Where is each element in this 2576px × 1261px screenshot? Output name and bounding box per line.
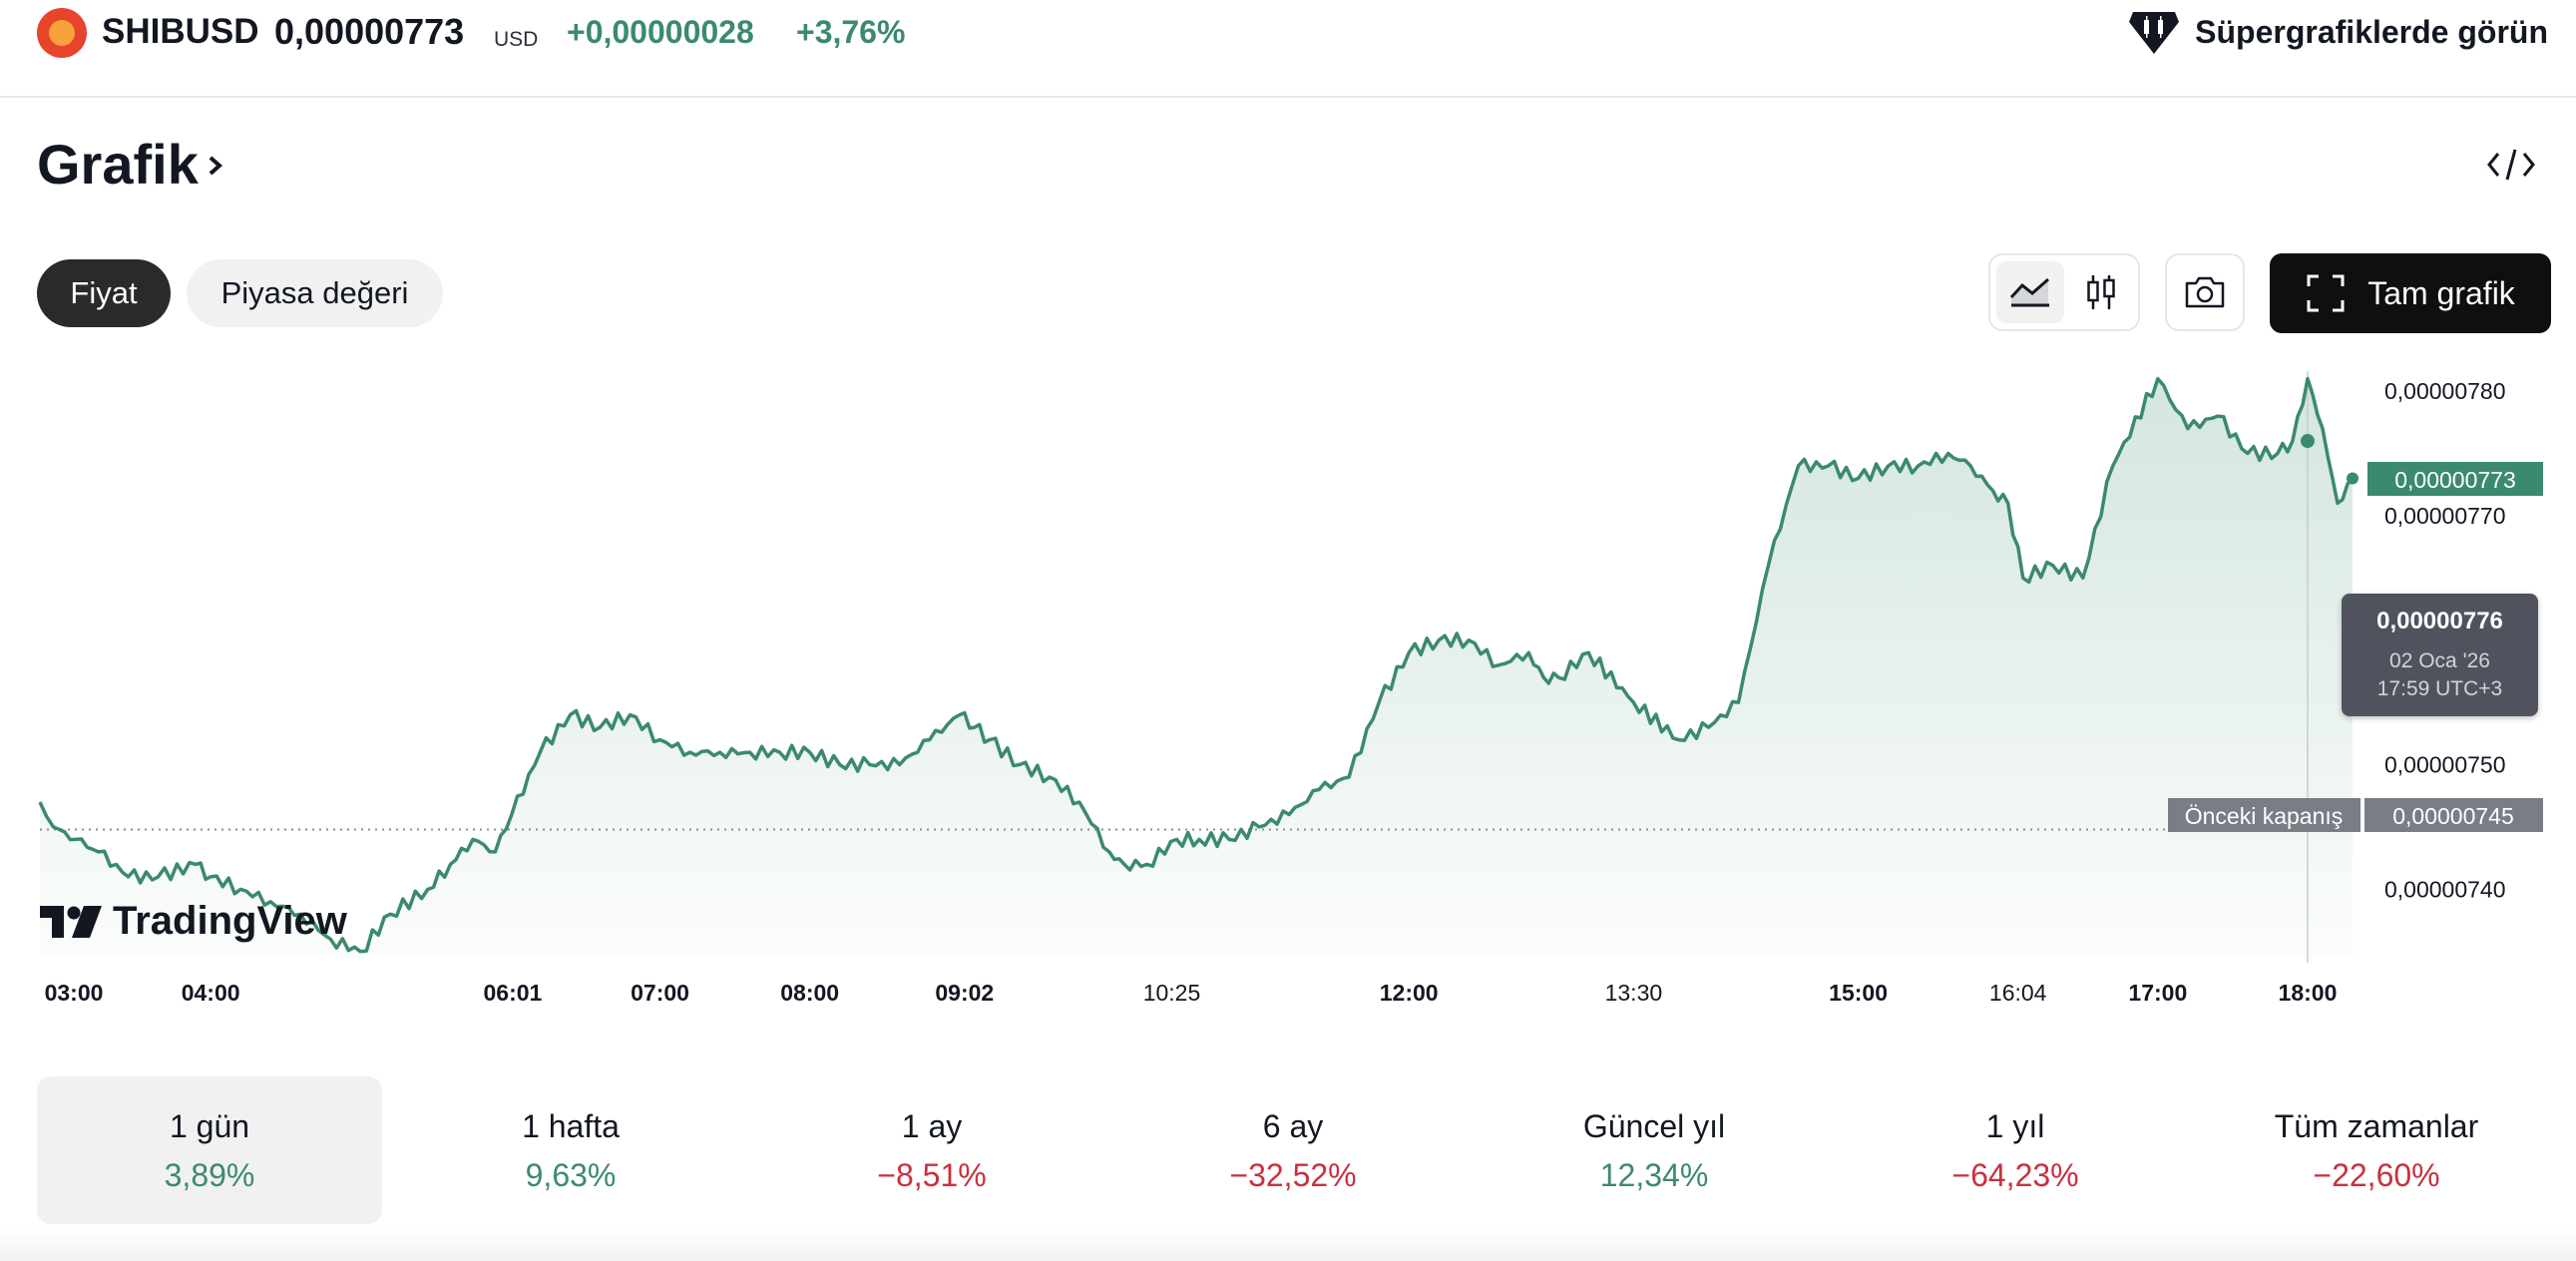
price-area-fill bbox=[40, 378, 2353, 959]
camera-icon bbox=[2185, 276, 2225, 308]
x-axis: 03:00 04:00 06:01 07:00 08:00 09:02 10:25 12:00… bbox=[45, 980, 2338, 1006]
supercharts-link[interactable]: Süpergrafiklerde görün bbox=[2127, 6, 2548, 58]
x-tick-label: 12:00 bbox=[1380, 980, 1439, 1006]
period-label: 1 yıl bbox=[1985, 1108, 2045, 1144]
area-chart-button[interactable] bbox=[1996, 261, 2064, 323]
period-change: −22,60% bbox=[2313, 1157, 2440, 1193]
header-divider bbox=[0, 96, 2576, 98]
snapshot-button[interactable] bbox=[2165, 253, 2245, 331]
tooltip-date: 02 Oca '26 bbox=[2389, 649, 2490, 672]
y-axis: 0,00000780 0,00000770 0,00000750 0,00000740 bbox=[2384, 378, 2506, 902]
full-chart-button[interactable]: Tam grafik bbox=[2270, 253, 2551, 333]
x-tick-label: 03:00 bbox=[45, 980, 104, 1006]
bottom-fade bbox=[0, 1229, 2576, 1261]
code-icon bbox=[2487, 149, 2535, 181]
crosshair-marker bbox=[2300, 434, 2315, 449]
tab-market-cap[interactable]: Piyasa değeri bbox=[187, 259, 443, 327]
y-tick-label: 0,00000780 bbox=[2384, 378, 2506, 404]
period-label: 1 gün bbox=[169, 1108, 250, 1144]
shiba-coin-icon bbox=[37, 8, 87, 58]
period-label: 1 ay bbox=[901, 1108, 963, 1144]
price-line bbox=[38, 376, 2355, 954]
candlestick-icon bbox=[2087, 275, 2115, 309]
x-tick-label: 17:00 bbox=[2128, 980, 2187, 1006]
x-tick-label: 10:25 bbox=[1143, 980, 1201, 1006]
fullscreen-icon bbox=[2307, 274, 2345, 312]
last-price-marker bbox=[2347, 472, 2359, 485]
tooltip-value: 0,00000776 bbox=[2376, 608, 2503, 634]
price-chart[interactable]: 0,00000780 0,00000770 0,00000750 0,00000740… bbox=[0, 359, 2576, 1018]
x-tick-label: 15:00 bbox=[1829, 980, 1888, 1006]
symbol-name: SHIBUSD bbox=[102, 12, 259, 51]
full-chart-label: Tam grafik bbox=[2367, 274, 2515, 311]
embed-code-button[interactable] bbox=[2486, 146, 2536, 184]
price-currency: USD bbox=[494, 28, 539, 51]
x-tick-label: 04:00 bbox=[182, 980, 240, 1006]
period-1[interactable]: 1 gün 3,89% bbox=[37, 1076, 382, 1224]
current-price-axis-label: 0,00000773 bbox=[2394, 467, 2516, 493]
x-tick-label: 08:00 bbox=[780, 980, 839, 1006]
y-tick-label: 0,00000750 bbox=[2384, 752, 2506, 778]
candlestick-chart-button[interactable] bbox=[2068, 261, 2134, 323]
period-label: Güncel yıl bbox=[1582, 1108, 1726, 1144]
page-title: Grafik bbox=[37, 133, 199, 196]
period-change: 3,89% bbox=[164, 1157, 255, 1193]
crosshair-tooltip: 0,00000776 02 Oca '26 17:59 UTC+3 bbox=[2342, 594, 2538, 716]
price-change-percent: +3,76% bbox=[796, 14, 906, 50]
prev-close-caption-bg bbox=[2168, 798, 2361, 832]
y-tick-label: 0,00000770 bbox=[2384, 503, 2506, 529]
area-chart-icon bbox=[2009, 277, 2049, 307]
tab-price[interactable]: Fiyat bbox=[37, 259, 171, 327]
period-7[interactable]: Tüm zamanlar −22,60% bbox=[2204, 1076, 2549, 1224]
period-change: −64,23% bbox=[1951, 1157, 2079, 1193]
period-5[interactable]: Güncel yıl 12,34% bbox=[1482, 1076, 1827, 1224]
x-tick-label: 18:00 bbox=[2279, 980, 2338, 1006]
chart-type-toggle bbox=[1988, 253, 2140, 331]
current-price: 0,00000773 bbox=[274, 11, 465, 52]
x-tick-label: 09:02 bbox=[935, 980, 994, 1006]
period-label: 6 ay bbox=[1262, 1108, 1324, 1144]
period-label: 1 hafta bbox=[522, 1108, 620, 1144]
y-tick-label: 0,00000740 bbox=[2384, 876, 2506, 902]
period-change: −32,52% bbox=[1229, 1157, 1357, 1193]
prev-close-caption: Önceki kapanış bbox=[2185, 803, 2344, 829]
tradingview-watermark: TradingView bbox=[113, 899, 348, 943]
period-change: 12,34% bbox=[1599, 1157, 1709, 1193]
prev-close-value-bg bbox=[2364, 798, 2543, 832]
chart-section-title[interactable]: Grafik bbox=[37, 132, 228, 197]
chevron-right-icon bbox=[209, 156, 222, 175]
period-6[interactable]: 1 yıl −64,23% bbox=[1843, 1076, 2188, 1224]
x-tick-label: 13:30 bbox=[1605, 980, 1663, 1006]
period-label: Tüm zamanlar bbox=[2274, 1108, 2479, 1144]
current-price-label-bg bbox=[2367, 462, 2543, 496]
price-change-absolute: +0,00000028 bbox=[567, 14, 754, 50]
tooltip-time: 17:59 UTC+3 bbox=[2376, 677, 2503, 700]
period-change: −8,51% bbox=[877, 1157, 987, 1193]
tradingview-logo: TradingView bbox=[40, 899, 348, 943]
prev-close-value: 0,00000745 bbox=[2392, 803, 2514, 829]
period-2[interactable]: 1 hafta 9,63% bbox=[398, 1076, 743, 1224]
x-tick-label: 07:00 bbox=[631, 980, 689, 1006]
period-4[interactable]: 6 ay −32,52% bbox=[1120, 1076, 1466, 1224]
x-tick-label: 06:01 bbox=[483, 980, 542, 1006]
x-tick-label: 16:04 bbox=[1989, 980, 2047, 1006]
period-change: 9,63% bbox=[525, 1157, 617, 1193]
supercharts-gem-icon bbox=[2129, 12, 2180, 54]
supercharts-label: Süpergrafiklerde görün bbox=[2195, 13, 2548, 50]
period-3[interactable]: 1 ay −8,51% bbox=[759, 1076, 1104, 1224]
